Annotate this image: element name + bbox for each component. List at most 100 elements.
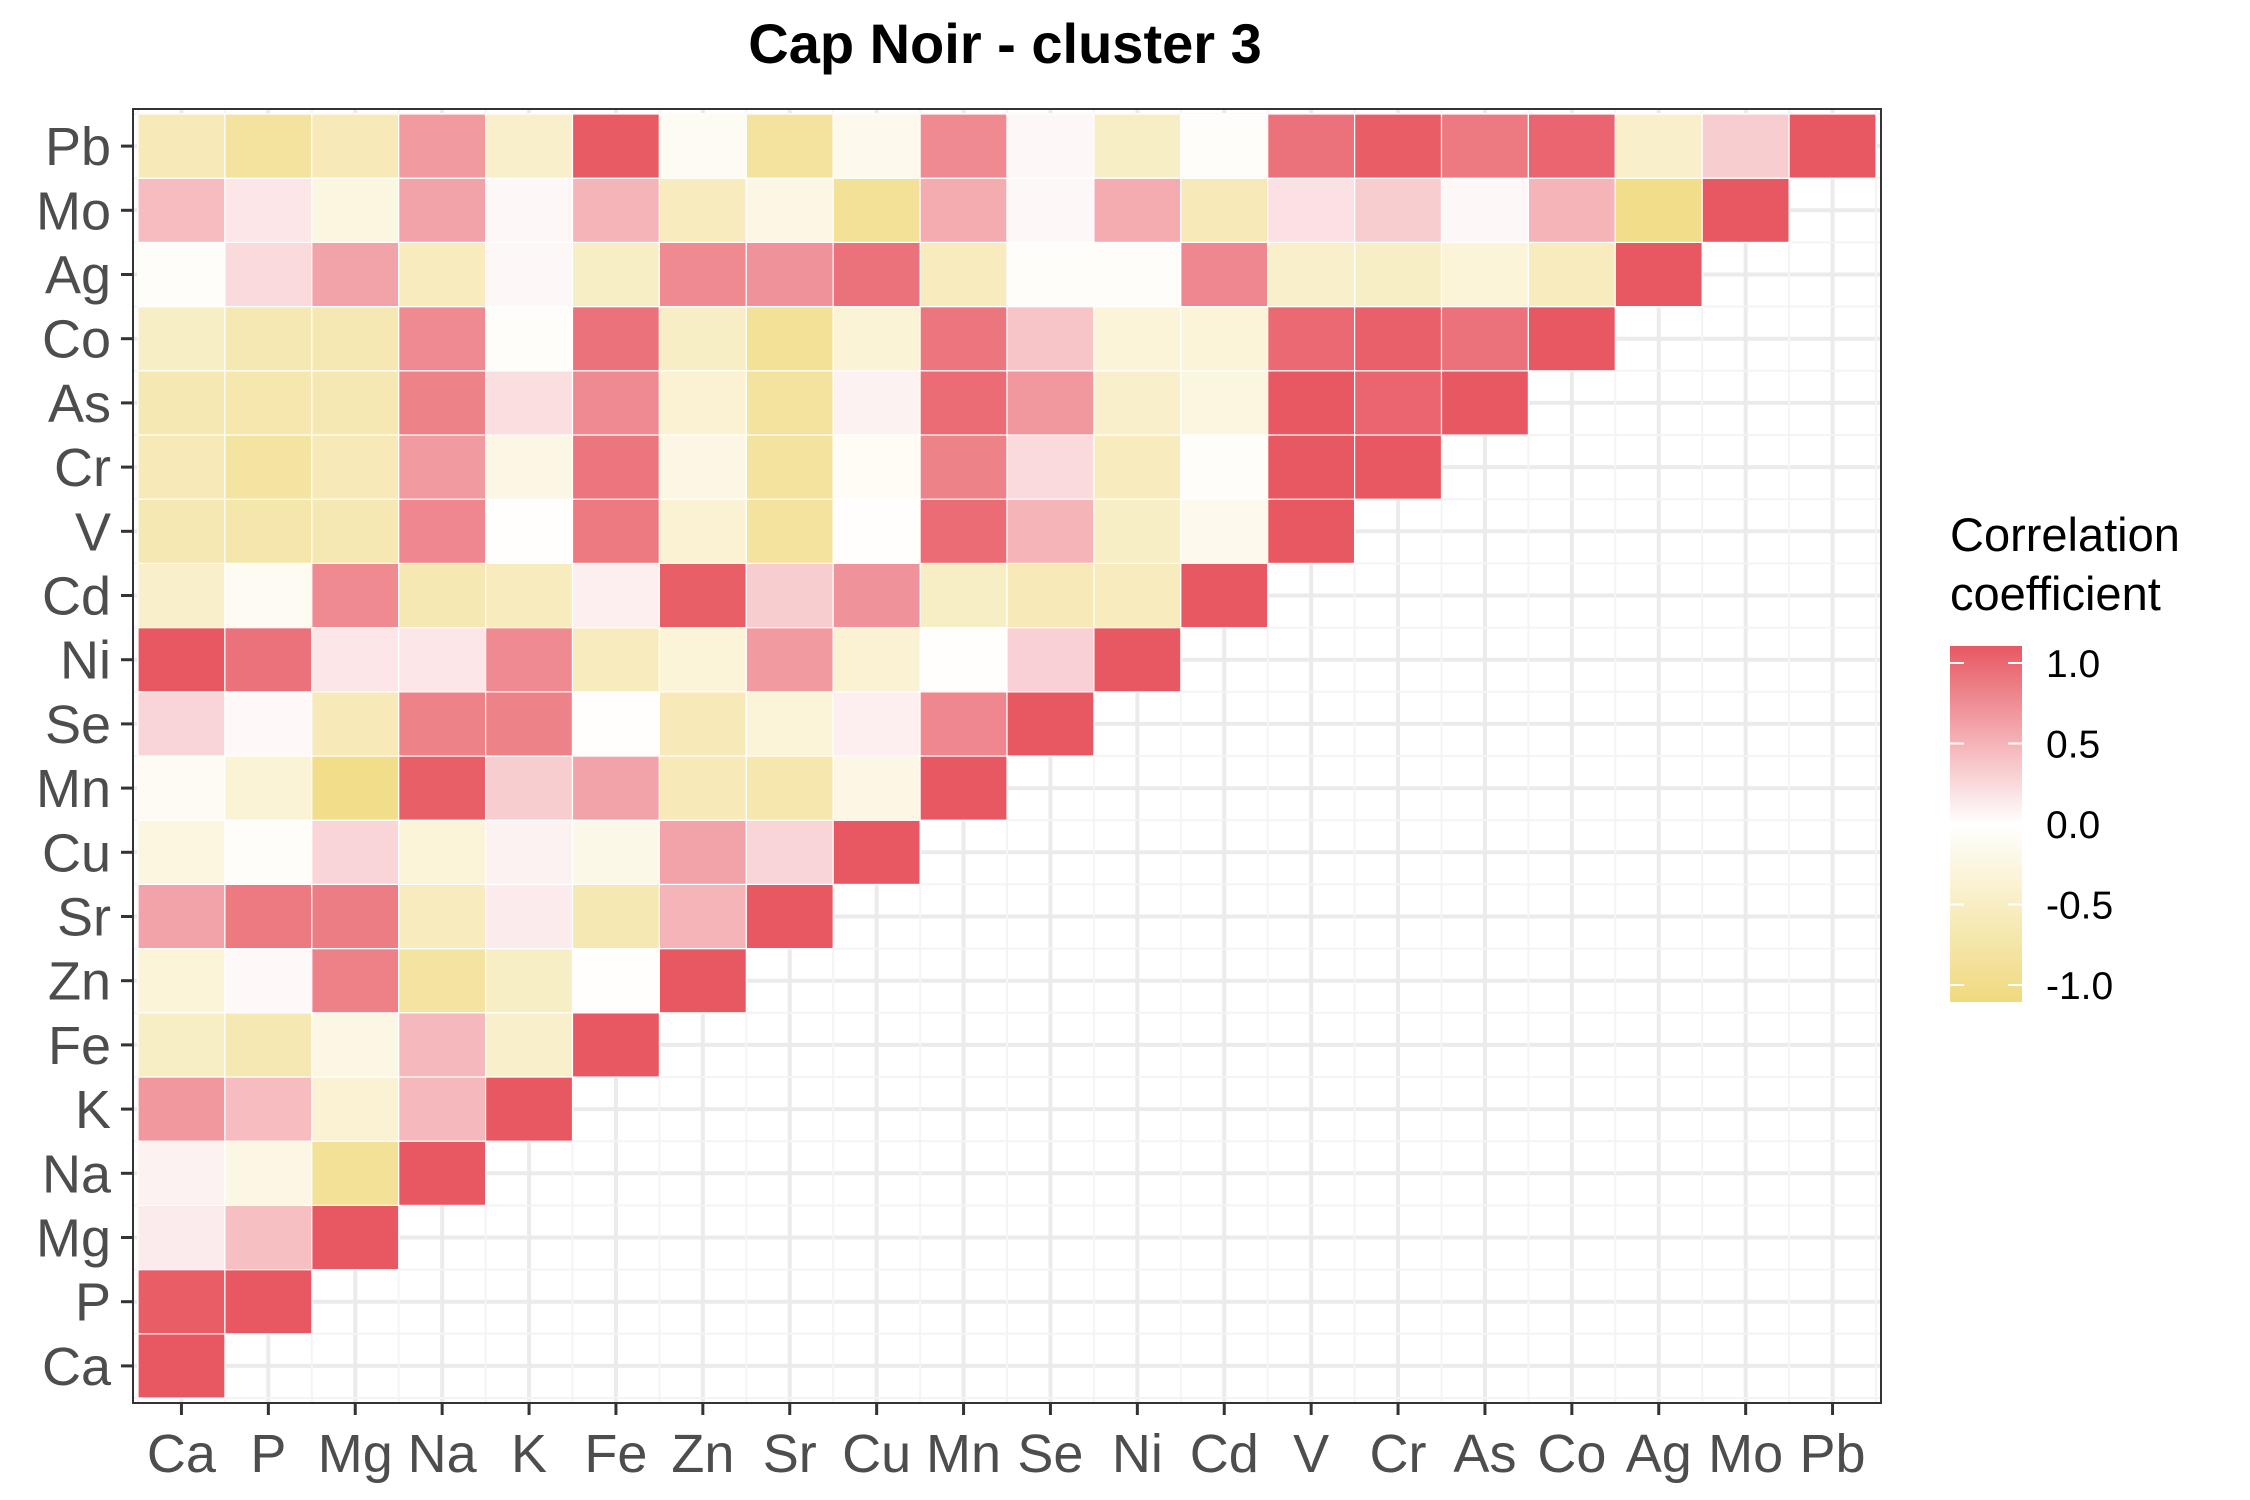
y-tick-label-Cu: Cu xyxy=(42,823,111,883)
heatmap-cell-Sr-Se xyxy=(745,691,834,757)
heatmap-cell-Zn-Cd xyxy=(658,562,747,629)
heatmap-cell-Cu-Co xyxy=(832,306,921,372)
heatmap-cell-Mn-Ag xyxy=(919,241,1008,308)
heatmap-cell-K-As xyxy=(485,370,574,436)
heatmap-cell-Pb-Pb xyxy=(1788,113,1877,179)
heatmap-cell-Cu-Pb xyxy=(832,113,921,179)
heatmap-cell-Sr-Co xyxy=(745,306,834,372)
heatmap-cell-Fe-Mn xyxy=(571,755,661,821)
legend-title-line-1: Correlation xyxy=(1950,508,2180,561)
heatmap-cell-Ni-As xyxy=(1093,370,1182,436)
heatmap-cell-Cu-As xyxy=(832,370,921,436)
heatmap-cell-Co-Pb xyxy=(1527,113,1616,179)
heatmap-cell-Na-Fe xyxy=(398,1012,487,1078)
heatmap-cell-Se-Pb xyxy=(1006,113,1095,179)
heatmap-cell-Se-As xyxy=(1006,370,1095,436)
heatmap-cell-Ag-Pb xyxy=(1614,113,1703,179)
heatmap-cell-Fe-Pb xyxy=(571,113,661,179)
heatmap-cell-P-P xyxy=(224,1268,313,1335)
heatmap-cell-Sr-V xyxy=(745,498,834,565)
legend-tick-label: 0.0 xyxy=(2046,804,2100,847)
heatmap-cell-Sr-Cd xyxy=(745,562,834,629)
heatmap-cell-Mg-Mo xyxy=(311,177,400,243)
heatmap-cell-K-V xyxy=(485,498,574,565)
heatmap-cell-Sr-Cr xyxy=(745,434,834,500)
heatmap-cell-Ca-Sr xyxy=(137,883,226,950)
heatmap-cell-Na-As xyxy=(398,370,487,436)
heatmap-cell-Cd-Cd xyxy=(1180,562,1269,629)
heatmap-cell-Zn-Mo xyxy=(658,177,747,243)
heatmap-cell-Cr-Cr xyxy=(1353,434,1443,500)
heatmap-cell-Cr-Pb xyxy=(1353,113,1443,179)
heatmap-cell-Mo-Mo xyxy=(1701,177,1790,243)
heatmap-cell-Se-Cr xyxy=(1006,434,1095,500)
heatmap-cell-K-Cd xyxy=(485,562,574,629)
heatmap-cell-Fe-Mo xyxy=(571,177,661,243)
heatmap-cell-V-Pb xyxy=(1267,113,1356,179)
heatmap-cell-Se-Se xyxy=(1006,691,1095,757)
heatmap-cell-K-Sr xyxy=(485,883,574,950)
heatmap-cell-P-Pb xyxy=(224,113,313,179)
heatmap-cell-Mn-Cd xyxy=(919,562,1008,629)
legend-tick-label: 0.5 xyxy=(2046,724,2100,767)
heatmap-cell-Mn-Mn xyxy=(919,755,1008,821)
x-tick-label-Ni: Ni xyxy=(1112,1424,1163,1484)
heatmap-cell-Sr-Mo xyxy=(745,177,834,243)
x-axis: Ca P Mg Na K Fe Zn Sr Cu Mn Se Ni Cd V Cr As Co Ag Mo Pb xyxy=(147,1403,1866,1484)
heatmap-cell-Se-V xyxy=(1006,498,1095,565)
heatmap-cell-Na-Zn xyxy=(398,947,487,1014)
y-tick-label-Cd: Cd xyxy=(42,567,111,627)
x-tick-label-Cd: Cd xyxy=(1190,1424,1259,1484)
y-tick-label-Ni: Ni xyxy=(60,631,111,691)
heatmap-cell-As-As xyxy=(1440,370,1530,436)
heatmap-cell-Na-Cr xyxy=(398,434,487,500)
heatmap-cell-K-Mn xyxy=(485,755,574,821)
x-tick-label-P: P xyxy=(250,1424,286,1484)
heatmap-cell-Mo-Pb xyxy=(1701,113,1790,179)
heatmap-cell-P-Sr xyxy=(224,883,313,950)
heatmap-cell-K-Fe xyxy=(485,1012,574,1078)
heatmap-cell-Zn-Zn xyxy=(658,947,747,1014)
heatmap-cell-Na-Pb xyxy=(398,113,487,179)
heatmap-cell-Zn-Ag xyxy=(658,241,747,308)
legend-tick-label: -0.5 xyxy=(2046,885,2113,928)
heatmap-cell-Na-Na xyxy=(398,1140,487,1206)
heatmap-cell-Ca-Mo xyxy=(137,177,226,243)
heatmap-cell-P-Cd xyxy=(224,562,313,629)
heatmap-cell-Mg-Cd xyxy=(311,562,400,629)
heatmap-cell-Cu-Mn xyxy=(832,755,921,821)
heatmap-cell-Ca-Mg xyxy=(137,1204,226,1271)
y-tick-label-K: K xyxy=(75,1080,111,1140)
heatmap-cell-Se-Co xyxy=(1006,306,1095,372)
heatmap-cell-Ca-Na xyxy=(137,1140,226,1206)
heatmap-cell-Ni-Co xyxy=(1093,306,1182,372)
heatmap-cell-Ca-P xyxy=(137,1268,226,1335)
heatmap-cell-Ca-Zn xyxy=(137,947,226,1014)
heatmap-cell-Zn-Sr xyxy=(658,883,747,950)
heatmap-cell-Ca-Pb xyxy=(137,113,226,179)
heatmap-cell-Cd-V xyxy=(1180,498,1269,565)
y-tick-label-P: P xyxy=(75,1273,111,1333)
heatmap-cell-Na-Sr xyxy=(398,883,487,950)
heatmap-cell-Sr-Sr xyxy=(745,883,834,950)
heatmap-cell-Ca-Cr xyxy=(137,434,226,500)
heatmap-cell-Na-Se xyxy=(398,691,487,757)
heatmap-cell-Se-Cd xyxy=(1006,562,1095,629)
heatmap-cell-Fe-V xyxy=(571,498,661,565)
heatmap-cell-Fe-Co xyxy=(571,306,661,372)
heatmap-cell-Cu-V xyxy=(832,498,921,565)
x-tick-label-Mg: Mg xyxy=(318,1424,393,1484)
y-tick-label-As: As xyxy=(48,374,111,434)
heatmap-cell-K-Co xyxy=(485,306,574,372)
heatmap-cell-Na-Mo xyxy=(398,177,487,243)
heatmap-cell-P-Zn xyxy=(224,947,313,1014)
heatmap-cell-Zn-As xyxy=(658,370,747,436)
heatmap-cell-Se-Ag xyxy=(1006,241,1095,308)
heatmap-cell-Ca-K xyxy=(137,1076,226,1142)
heatmap-cell-Mg-Zn xyxy=(311,947,400,1014)
heatmap-cell-Ni-V xyxy=(1093,498,1182,565)
heatmap-cell-Na-V xyxy=(398,498,487,565)
heatmap-cell-As-Mo xyxy=(1440,177,1530,243)
y-tick-label-V: V xyxy=(75,502,111,562)
